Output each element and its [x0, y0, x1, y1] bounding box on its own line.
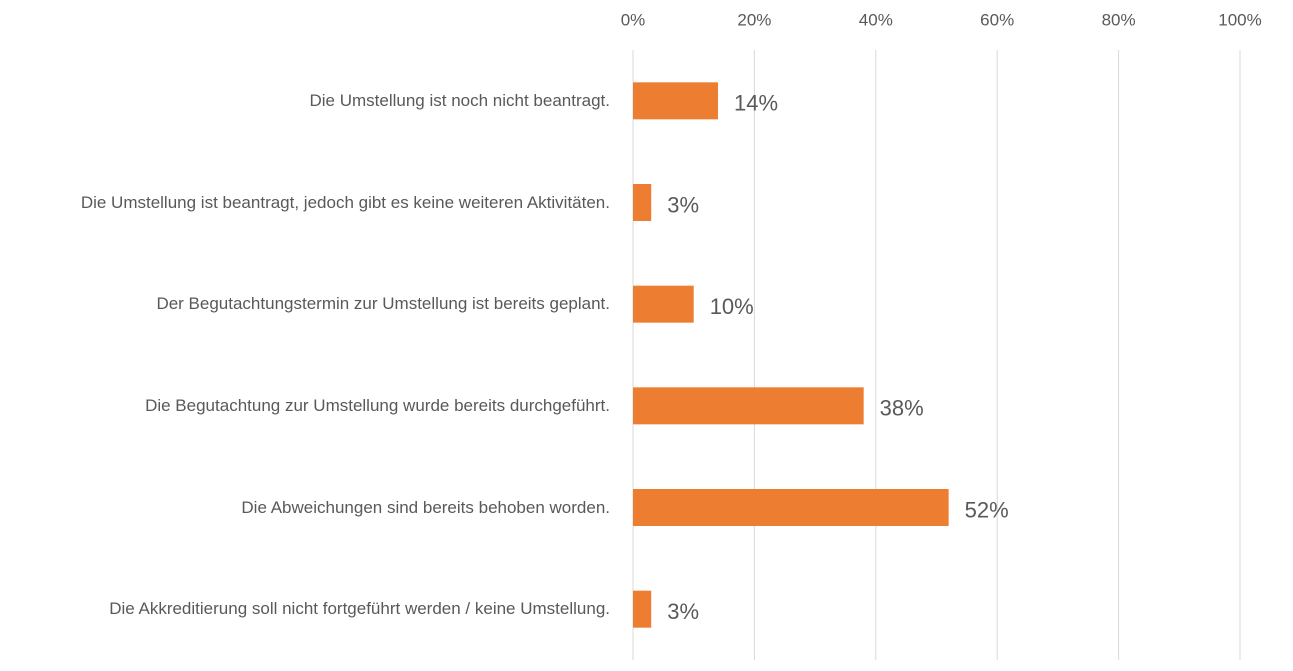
x-tick-label: 40% — [859, 10, 893, 29]
bar — [633, 184, 652, 221]
y-tick-label: Die Umstellung ist beantragt, jedoch gib… — [80, 192, 610, 212]
y-tick-label: Die Umstellung ist noch nicht beantragt. — [309, 90, 611, 110]
value-label: 10% — [710, 294, 754, 319]
y-tick-label: Die Abweichungen sind bereits behoben wo… — [241, 497, 610, 517]
x-tick-label: 80% — [1102, 10, 1136, 29]
value-label: 14% — [734, 91, 778, 116]
bar — [633, 387, 864, 425]
value-label: 3% — [667, 599, 699, 624]
y-tick-label: Die Begutachtung zur Umstellung wurde be… — [145, 395, 610, 415]
bar — [633, 489, 949, 526]
value-label: 3% — [667, 192, 699, 217]
x-tick-label: 60% — [980, 10, 1014, 29]
bar — [633, 590, 652, 628]
bar — [633, 82, 718, 120]
x-tick-label: 0% — [621, 10, 646, 29]
y-tick-label: Der Begutachtungstermin zur Umstellung i… — [156, 294, 610, 314]
value-label: 52% — [965, 497, 1009, 522]
y-tick-label: Die Akkreditierung soll nicht fortgeführ… — [109, 599, 610, 619]
bar — [633, 285, 694, 323]
value-label: 38% — [880, 396, 924, 421]
x-tick-label: 20% — [737, 10, 771, 29]
x-tick-label: 100% — [1218, 10, 1261, 29]
